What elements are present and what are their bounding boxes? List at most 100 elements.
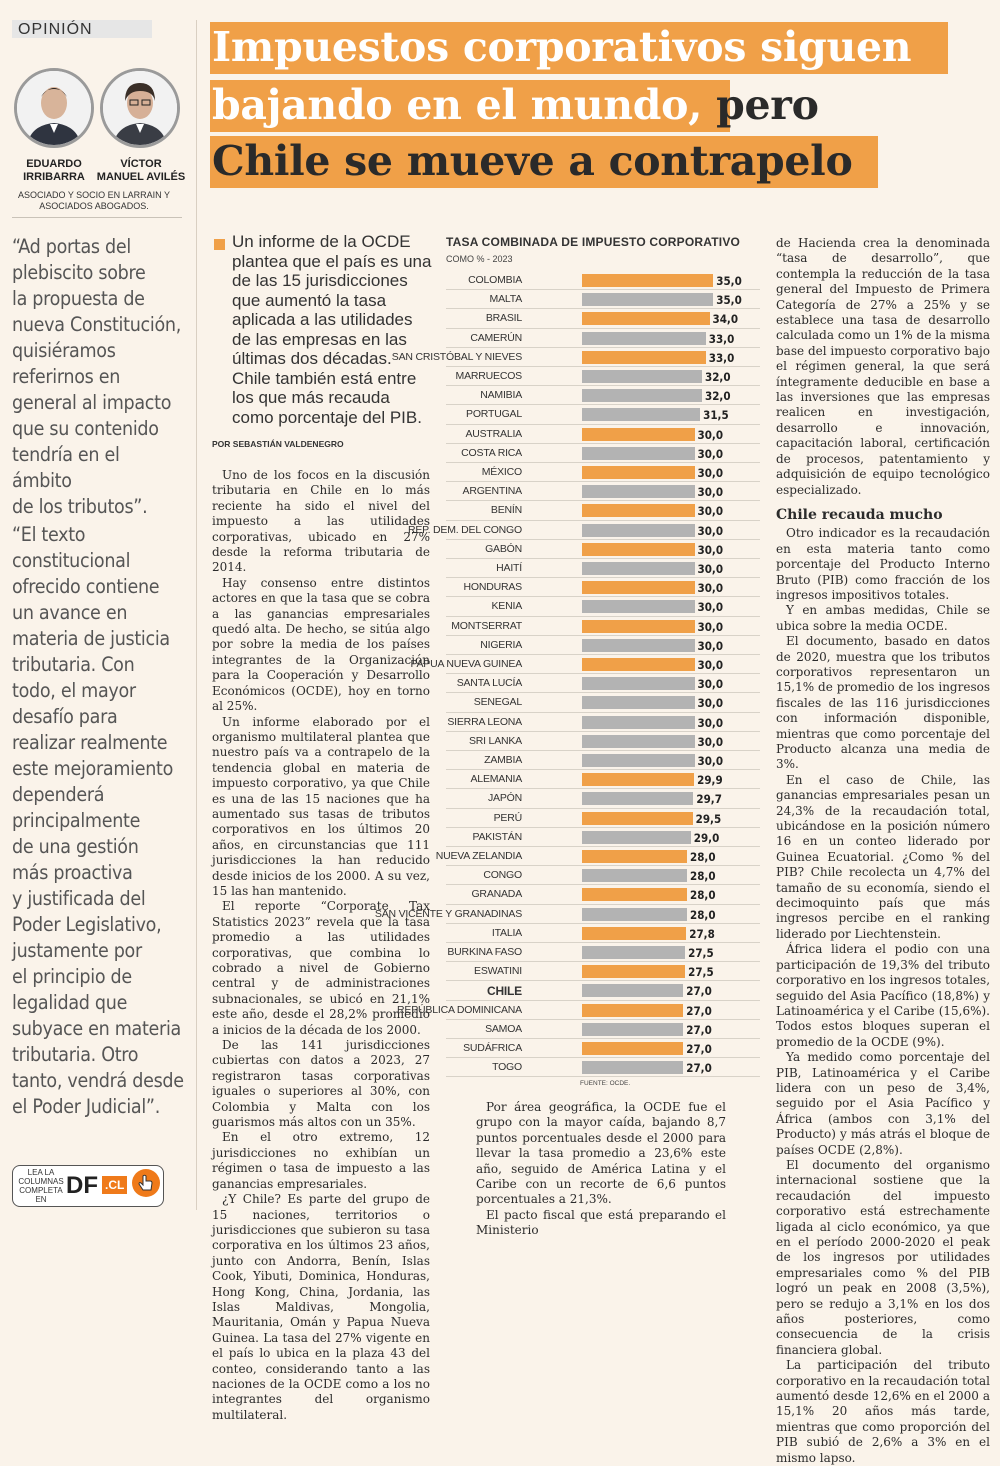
paragraph: de Hacienda crea la denominada “tasa de … bbox=[776, 236, 990, 497]
chart-value-label: 28,0 bbox=[690, 850, 716, 864]
chart-bar bbox=[582, 542, 695, 556]
chart-bar bbox=[582, 715, 695, 729]
quote-line: general al impacto bbox=[12, 391, 172, 414]
chart-value-label: 28,0 bbox=[690, 907, 716, 922]
chart-gridline bbox=[446, 423, 760, 425]
chart-value-label: 30,0 bbox=[697, 581, 724, 596]
chart-bar bbox=[582, 370, 702, 383]
chart-value-label: 27,8 bbox=[689, 926, 715, 941]
chart-gridline bbox=[446, 442, 760, 444]
headline-text: bajando en el mundo, bbox=[212, 81, 717, 129]
chart-category-label: ALEMANIA bbox=[470, 773, 523, 786]
chart-value-label: 30,0 bbox=[697, 485, 724, 500]
quote-line: realizar realmente bbox=[12, 731, 168, 754]
chart-bar bbox=[582, 677, 695, 691]
chart-value-label: 32,0 bbox=[705, 389, 731, 404]
headline-highlight bbox=[210, 22, 948, 74]
chart-value-label: 30,0 bbox=[697, 715, 724, 730]
chart-bar bbox=[582, 638, 695, 652]
chart-value-label: 30,0 bbox=[697, 542, 724, 557]
paragraph: Ya medido como porcentaje del PIB, Latin… bbox=[776, 1050, 990, 1157]
chart-category-label: PERÚ bbox=[493, 811, 523, 824]
paragraph: La participación del tributo corporativo… bbox=[776, 1358, 990, 1465]
quote-line: Poder Legislativo, bbox=[12, 913, 162, 936]
quote-line: quisiéramos bbox=[12, 339, 116, 362]
chart-gridline bbox=[446, 596, 760, 598]
chart-category-label: MÉXICO bbox=[481, 466, 522, 478]
chart-category-label: BENÍN bbox=[490, 504, 522, 517]
chart-row: COLOMBIA 35,0 bbox=[446, 271, 760, 291]
chart-category-label: MARRUECOS bbox=[455, 370, 523, 382]
paragraph: El documento del organismo internacional… bbox=[776, 1157, 990, 1357]
chart-category-label: TOGO bbox=[492, 1061, 522, 1074]
quote-line: de los tributos”. bbox=[12, 495, 148, 518]
pull-quote-1: “Ad portas del plebiscito sobre la propu… bbox=[12, 234, 184, 520]
chart-category-label: MONTSERRAT bbox=[451, 619, 522, 632]
chart-category-label: PAPUA NUEVA GUINEA bbox=[410, 658, 522, 670]
chart-value-label: 27,0 bbox=[686, 1061, 712, 1076]
chart-category-label: BURKINA FASO bbox=[447, 946, 522, 958]
chart-bar bbox=[582, 446, 695, 460]
chart-row: ARGENTINA 30,0 bbox=[446, 482, 760, 502]
chart-value-label: 30,0 bbox=[697, 619, 724, 634]
chart-bar bbox=[582, 389, 702, 403]
quote-line: de una gestión bbox=[12, 835, 139, 858]
quote-line: legalidad que bbox=[12, 991, 128, 1014]
chart-value-label: 27,0 bbox=[686, 1022, 712, 1037]
chart-row: ZAMBIA 30,0 bbox=[446, 751, 760, 771]
chart-category-label: REP. DEM. DEL CONGO bbox=[407, 523, 522, 536]
chart-bar bbox=[582, 792, 694, 806]
chart-gridline bbox=[446, 1037, 760, 1039]
quote-line: el Poder Judicial”. bbox=[12, 1095, 160, 1118]
headline-highlight bbox=[210, 80, 730, 132]
chart-gridline bbox=[446, 577, 760, 579]
chart-value-label: 30,0 bbox=[697, 562, 724, 576]
chart-row: SANTA LUCÍA 30,0 bbox=[446, 674, 760, 694]
chart-gridline bbox=[446, 346, 760, 348]
chart-row: BURKINA FASO 27,5 bbox=[446, 943, 760, 963]
chart-category-label: ITALIA bbox=[491, 926, 522, 939]
chart-row: SAN VICENTE Y GRANADINAS 28,0 bbox=[375, 905, 760, 924]
chart-row: MARRUECOS 32,0 bbox=[446, 367, 760, 387]
author-name-2: VÍCTOR MANUEL AVILÉS bbox=[96, 158, 186, 184]
chart-bar bbox=[582, 869, 687, 883]
person-icon bbox=[17, 71, 91, 145]
pull-quote-2: “El texto constitucional ofrecido contie… bbox=[12, 522, 184, 1120]
author-credit: ASOCIADO Y SOCIO EN LARRAIN Y ASOCIADOS … bbox=[17, 190, 171, 211]
chart-bar bbox=[582, 1022, 684, 1036]
quote-line: nueva Constitución, bbox=[12, 313, 181, 336]
chart-value-label: 30,0 bbox=[697, 754, 724, 768]
chart-value-label: 30,0 bbox=[697, 504, 724, 519]
chart-gridline bbox=[446, 865, 760, 867]
chart-row: REP. DEM. DEL CONGO 30,0 bbox=[408, 521, 760, 540]
author-name-line: IRRIBARRA bbox=[23, 171, 85, 183]
chart-gridline bbox=[446, 634, 760, 636]
chart-category-label: HAITÍ bbox=[496, 562, 522, 574]
quote-line: dependerá bbox=[12, 783, 105, 806]
quote-line: referirnos en bbox=[12, 365, 121, 388]
chart-title: TASA COMBINADA DE IMPUESTO CORPORATIVO bbox=[446, 235, 741, 249]
chart-bar bbox=[582, 312, 710, 326]
chart-category-label: CONGO bbox=[483, 869, 522, 882]
paragraph: De las 141 jurisdicciones cubiertas con … bbox=[212, 1038, 430, 1130]
body-column-1: Uno de los focos en la discusión tributa… bbox=[212, 468, 430, 1423]
chart-row: JAPÓN 29,7 bbox=[446, 789, 760, 809]
chart-bar bbox=[582, 754, 695, 767]
chart-source: FUENTE: OCDE. bbox=[580, 1080, 631, 1087]
chart-row: CONGO 28,0 bbox=[446, 866, 760, 886]
headline-highlight bbox=[210, 136, 878, 188]
chart-gridline bbox=[446, 922, 760, 924]
lead-bullet-icon bbox=[214, 239, 225, 250]
chart-value-label: 35,0 bbox=[716, 293, 742, 308]
subhead: Chile recauda mucho bbox=[776, 506, 943, 523]
chart-value-label: 30,0 bbox=[697, 734, 724, 749]
chart-bar bbox=[582, 331, 706, 345]
chart-gridline bbox=[446, 538, 760, 540]
pointer-hand-icon[interactable] bbox=[132, 1169, 160, 1197]
chart-row: ESWATINI 27,5 bbox=[446, 962, 760, 982]
author-name-line: EDUARDO bbox=[26, 158, 82, 170]
quote-line: principalmente bbox=[12, 809, 141, 832]
paragraph: África lidera el podio con una participa… bbox=[776, 942, 991, 1049]
chart-gridline bbox=[446, 404, 760, 406]
chart-bar bbox=[582, 408, 701, 422]
